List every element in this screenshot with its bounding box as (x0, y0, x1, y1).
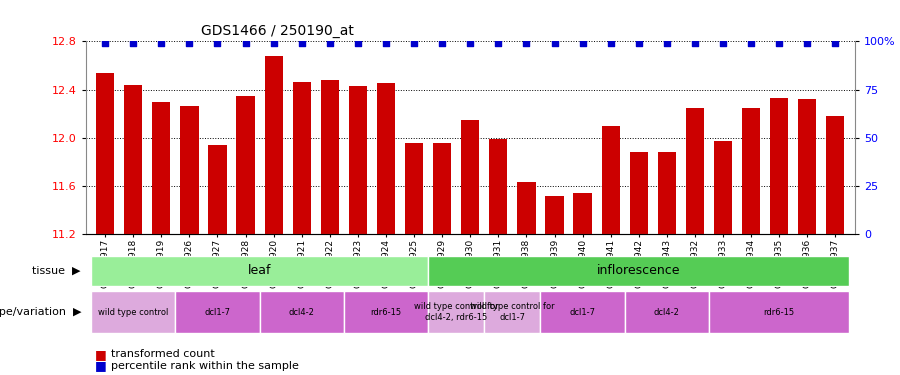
Point (211, 40, 225, 46)
Bar (176, 291, 259, 333)
Point (828, 40, 842, 46)
Point (379, 40, 393, 46)
Point (688, 40, 702, 46)
Point (604, 40, 618, 46)
Bar (405, 142, 423, 234)
Bar (484, 291, 541, 333)
Bar (91, 291, 176, 333)
Bar (428, 291, 484, 333)
Text: genotype/variation  ▶: genotype/variation ▶ (0, 307, 81, 317)
Bar (428, 256, 850, 286)
Text: ■: ■ (94, 348, 106, 361)
Text: ■: ■ (94, 359, 106, 372)
Bar (709, 291, 850, 333)
Bar (742, 108, 760, 234)
Point (632, 40, 646, 46)
Bar (461, 120, 480, 234)
Bar (320, 80, 339, 234)
Point (407, 40, 421, 46)
Bar (770, 98, 788, 234)
Point (575, 40, 590, 46)
Point (266, 40, 281, 46)
Bar (344, 291, 428, 333)
Point (660, 40, 674, 46)
Bar (798, 99, 816, 234)
Text: percentile rank within the sample: percentile rank within the sample (111, 361, 299, 370)
Bar (541, 291, 625, 333)
Bar (237, 96, 255, 234)
Point (716, 40, 730, 46)
Point (98, 40, 112, 46)
Bar (518, 183, 536, 234)
Point (491, 40, 506, 46)
Text: dcl4-2: dcl4-2 (654, 308, 680, 316)
Text: dcl4-2: dcl4-2 (289, 308, 315, 316)
Point (322, 40, 337, 46)
Bar (377, 84, 395, 234)
Point (464, 40, 478, 46)
Text: leaf: leaf (248, 264, 272, 278)
Bar (209, 145, 227, 234)
Text: wild type control for
dcl1-7: wild type control for dcl1-7 (470, 303, 554, 322)
Text: dcl1-7: dcl1-7 (204, 308, 230, 316)
Point (238, 40, 253, 46)
Point (435, 40, 449, 46)
Bar (625, 291, 709, 333)
Point (772, 40, 787, 46)
Point (744, 40, 759, 46)
Bar (91, 256, 428, 286)
Point (126, 40, 140, 46)
Bar (630, 152, 648, 234)
Bar (714, 141, 732, 234)
Point (294, 40, 309, 46)
Text: GDS1466 / 250190_at: GDS1466 / 250190_at (201, 24, 354, 38)
Bar (259, 291, 344, 333)
Bar (686, 108, 704, 234)
Bar (292, 82, 310, 234)
Point (154, 40, 168, 46)
Bar (826, 116, 844, 234)
Point (182, 40, 196, 46)
Point (800, 40, 814, 46)
Bar (152, 102, 170, 234)
Bar (545, 196, 563, 234)
Bar (349, 86, 367, 234)
Bar (180, 106, 199, 234)
Text: transformed count: transformed count (111, 350, 214, 359)
Text: tissue  ▶: tissue ▶ (32, 266, 81, 276)
Text: wild type control: wild type control (98, 308, 168, 316)
Bar (265, 56, 283, 234)
Bar (658, 152, 676, 234)
Text: dcl1-7: dcl1-7 (570, 308, 596, 316)
Point (519, 40, 534, 46)
Text: wild type control for
dcl4-2, rdr6-15: wild type control for dcl4-2, rdr6-15 (414, 303, 499, 322)
Point (351, 40, 365, 46)
Text: rdr6-15: rdr6-15 (371, 308, 401, 316)
Point (547, 40, 562, 46)
Bar (490, 139, 508, 234)
Bar (601, 126, 620, 234)
Bar (433, 142, 451, 234)
Bar (96, 73, 114, 234)
Bar (573, 194, 591, 234)
Text: inflorescence: inflorescence (597, 264, 680, 278)
Bar (124, 85, 142, 234)
Text: rdr6-15: rdr6-15 (763, 308, 795, 316)
